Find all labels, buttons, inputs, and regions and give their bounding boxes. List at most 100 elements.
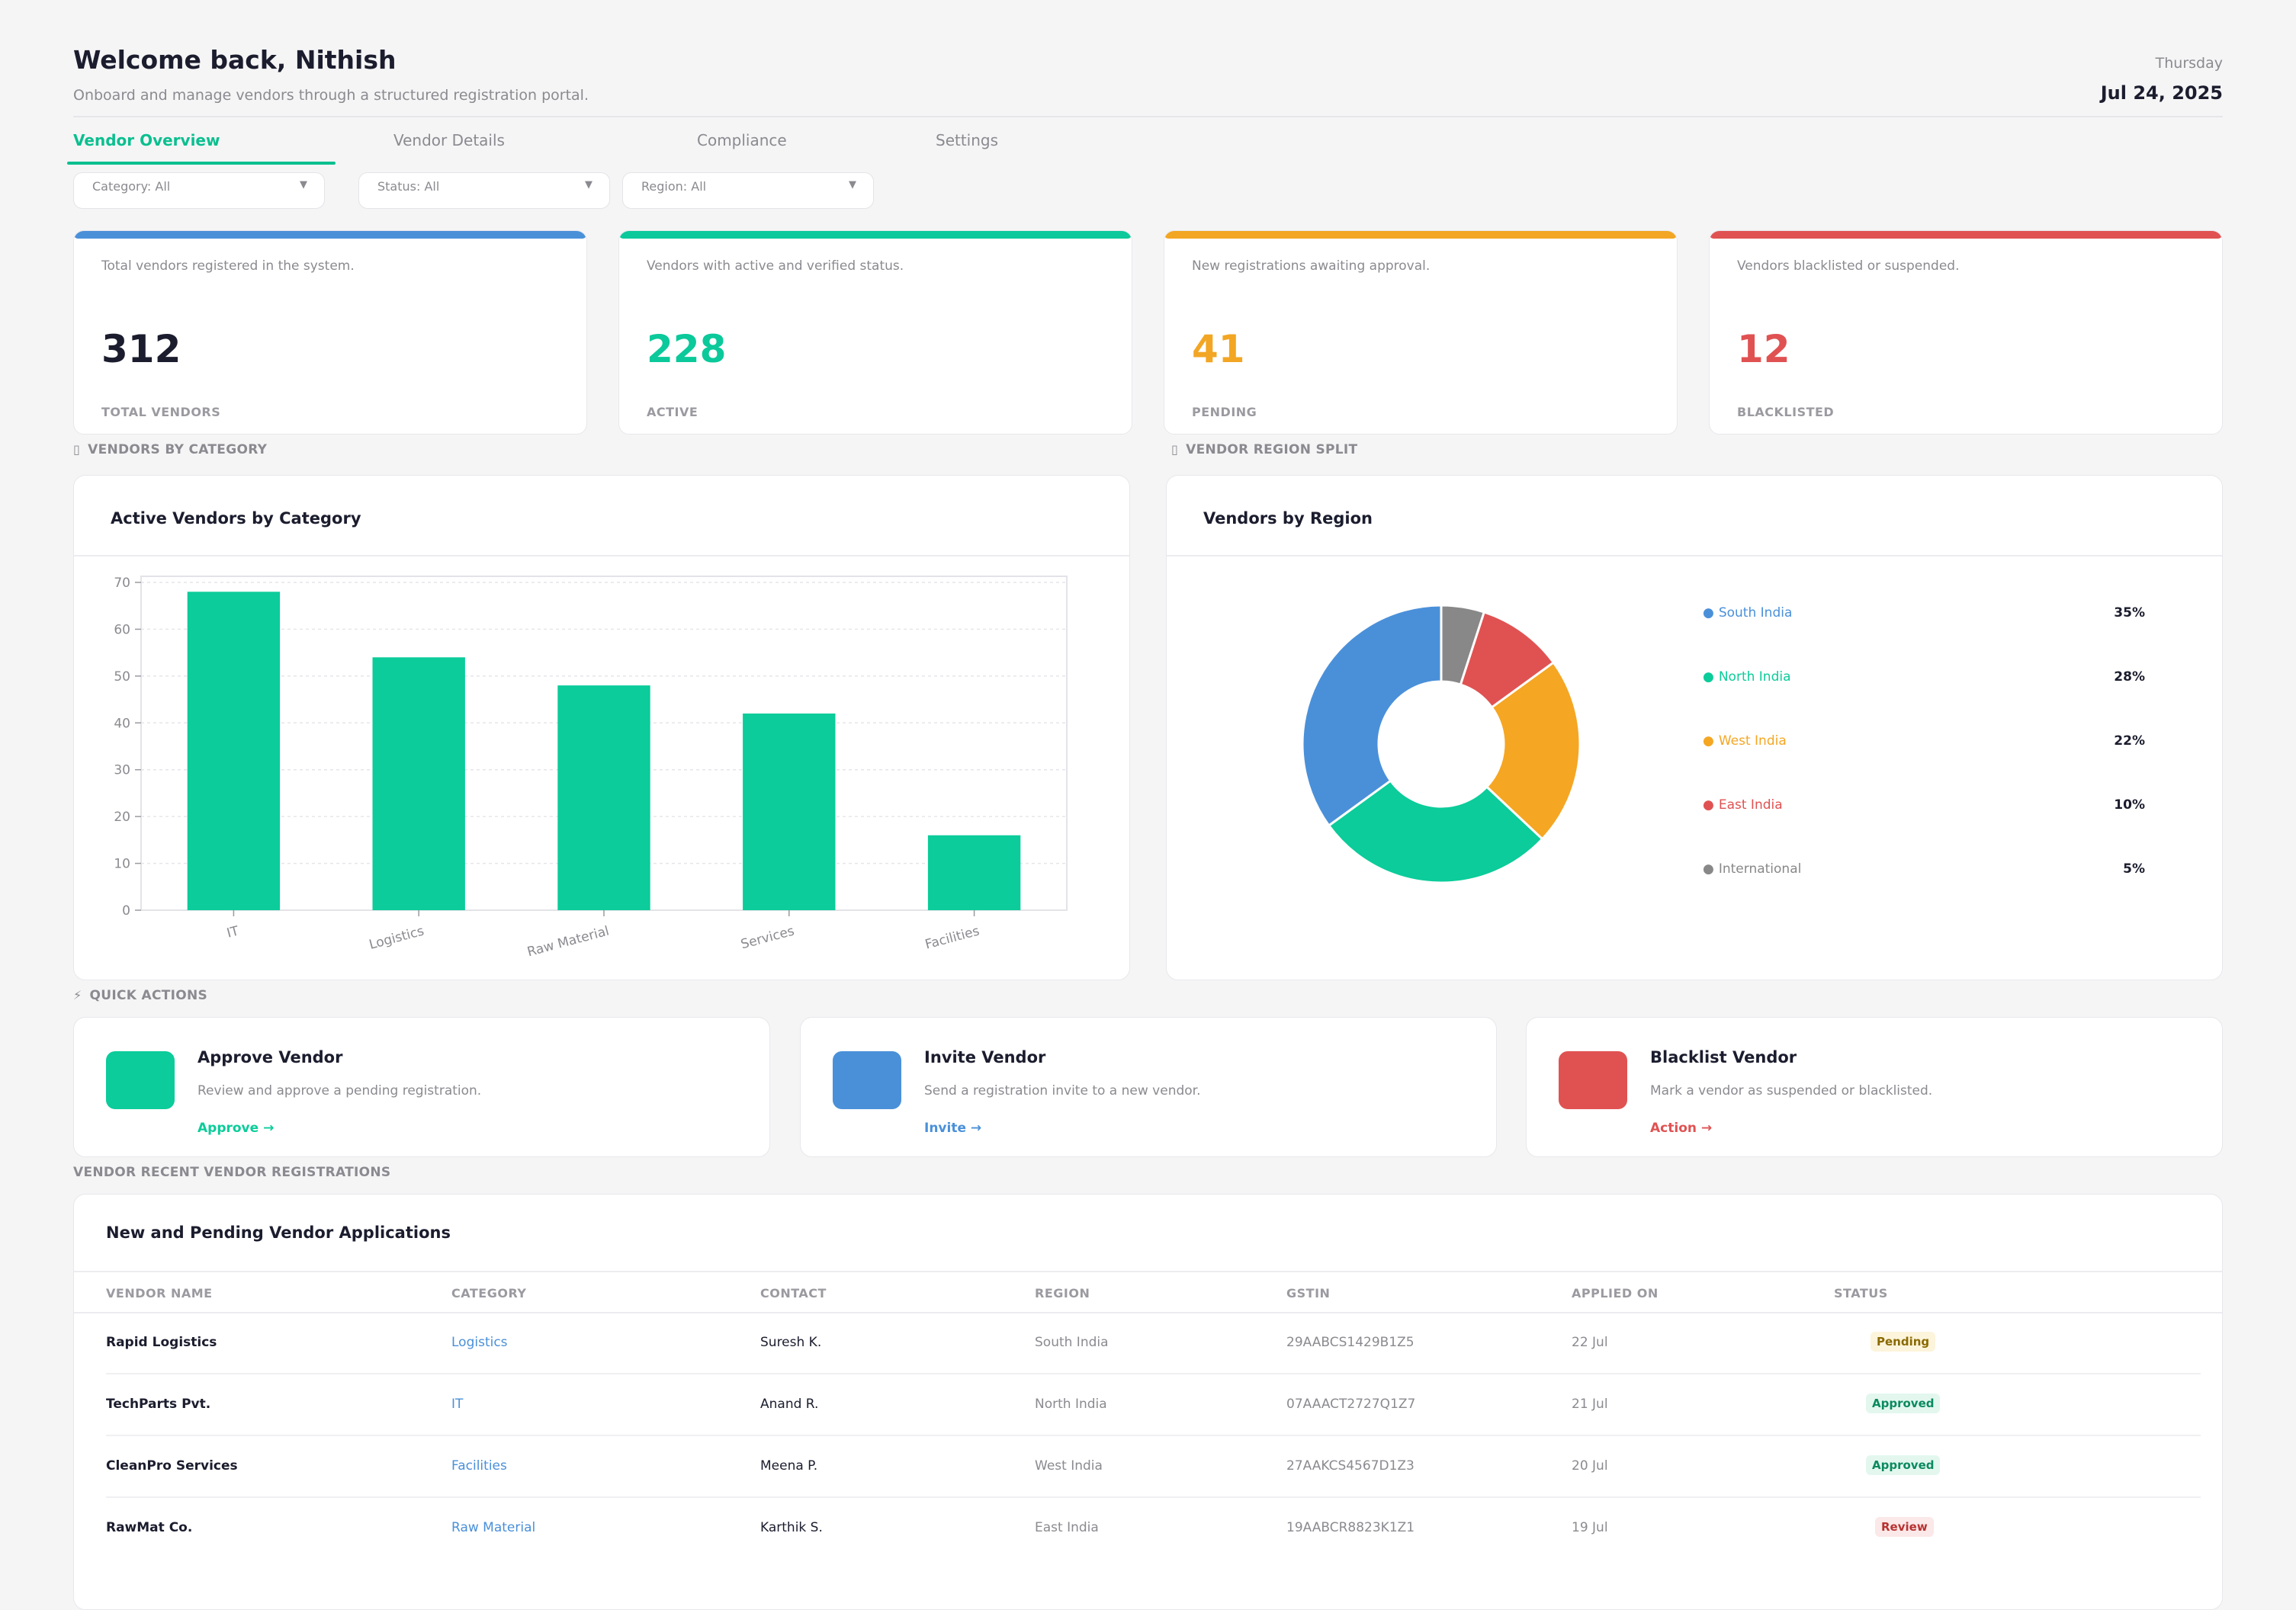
section-label-quick-actions: ⚡ QUICK ACTIONS [73,988,207,1003]
quick-action-approve[interactable]: Approve Vendor Review and approve a pend… [73,1017,770,1157]
row-divider [106,1496,2201,1498]
page-subtitle: Onboard and manage vendors through a str… [73,87,589,104]
welcome-title: Welcome back, Nithish [73,45,397,75]
vendor-category[interactable]: Logistics [451,1335,508,1350]
donut-slice [1301,604,1443,828]
section-label-text: QUICK ACTIONS [89,988,208,1003]
stat-cards: Total vendors registered in the system. … [73,230,2223,435]
section-label-region: ▯ VENDOR REGION SPLIT [1171,442,1357,457]
bar [187,592,281,910]
stat-accent-bar [74,231,586,239]
region-filter[interactable]: Region: All ▼ [622,172,874,209]
section-label-text: VENDOR REGION SPLIT [1186,442,1358,457]
panel-title: Vendors by Region [1203,509,1373,528]
tab-compliance[interactable]: Compliance [697,131,787,149]
legend-dot: ● [1703,733,1714,749]
tab-vendor-overview[interactable]: Vendor Overview [73,131,220,149]
legend-label: International [1718,861,1802,877]
legend-dot: ● [1703,669,1714,685]
pie-icon: ▯ [1171,442,1179,457]
vendor-category[interactable]: IT [451,1397,464,1412]
vendor-contact: Anand R. [760,1397,819,1412]
legend-percent: 22% [2114,733,2145,749]
stat-card-blacklisted: Vendors blacklisted or suspended. 12 BLA… [1709,230,2223,435]
y-tick-label: 70 [114,576,130,591]
x-tick-label: Facilities [923,923,981,952]
table-row[interactable]: Rapid Logistics Logistics Suresh K. Sout… [74,1313,2222,1374]
lightning-icon: ⚡ [73,988,82,1002]
vendor-name: RawMat Co. [106,1520,193,1535]
vendor-name: CleanPro Services [106,1458,238,1474]
stat-value: 228 [647,327,727,371]
y-tick-label: 20 [114,810,130,825]
legend-item-international: ● International 5% [1703,861,2145,884]
donut-slice [1440,604,1486,686]
vendor-category[interactable]: Facilities [451,1458,507,1474]
blacklist-link[interactable]: Action → [1650,1121,1713,1136]
bar [372,657,465,910]
header-divider [73,116,2223,117]
current-date: Jul 24, 2025 [2100,82,2223,104]
approve-link[interactable]: Approve → [197,1121,275,1136]
quick-action-title: Blacklist Vendor [1650,1048,1797,1066]
y-tick-label: 30 [114,763,130,778]
section-label-recent: VENDOR RECENT VENDOR REGISTRATIONS [73,1165,390,1180]
quick-action-desc: Send a registration invite to a new vend… [924,1083,1201,1098]
bar-chart-panel: Active Vendors by Category 0 10 20 30 40 50 60… [73,475,1130,980]
vendor-gstin: 19AABCR8823K1Z1 [1286,1520,1415,1535]
pie-chart-panel: Vendors by Region ● South India 35% ● Nort… [1166,475,2223,980]
column-header-contact: CONTACT [760,1286,827,1301]
quick-action-title: Approve Vendor [197,1048,343,1066]
vendor-category[interactable]: Raw Material [451,1520,536,1535]
stat-description: Vendors with active and verified status. [647,258,904,274]
vendor-name: Rapid Logistics [106,1335,217,1350]
category-filter[interactable]: Category: All ▼ [73,172,325,209]
legend-dot: ● [1703,861,1714,877]
x-tick-label: Logistics [368,923,425,952]
stat-accent-bar [1710,231,2222,239]
vendor-region: West India [1035,1458,1103,1474]
invite-link[interactable]: Invite → [924,1121,982,1136]
vendor-gstin: 27AAKCS4567D1Z3 [1286,1458,1415,1474]
quick-action-invite[interactable]: Invite Vendor Send a registration invite… [800,1017,1497,1157]
column-header-vendor-name: VENDOR NAME [106,1286,213,1301]
weekday: Thursday [2155,55,2223,72]
stat-label: TOTAL VENDORS [101,405,221,419]
table-row[interactable]: CleanPro Services Facilities Meena P. We… [74,1437,2222,1498]
tab-bar: Vendor Overview Vendor Details Complianc… [67,131,2223,177]
y-tick-label: 40 [114,716,130,731]
page-header: Welcome back, Nithish Onboard and manage… [73,44,2223,117]
y-tick-label: 50 [114,669,130,685]
legend-dot: ● [1703,797,1714,813]
column-header-applied-on: APPLIED ON [1572,1286,1659,1301]
table-title: New and Pending Vendor Applications [106,1224,451,1242]
status-filter[interactable]: Status: All ▼ [358,172,610,209]
stat-description: Vendors blacklisted or suspended. [1737,258,1960,274]
table-divider [74,1271,2222,1272]
vendor-applied-on: 22 Jul [1572,1335,1608,1350]
status-badge: Approved [1866,1394,1941,1413]
vendor-contact: Meena P. [760,1458,818,1474]
column-header-gstin: GSTIN [1286,1286,1331,1301]
panel-divider [1167,555,2222,556]
chevron-down-icon: ▼ [585,179,592,191]
dashboard: Welcome back, Nithish Onboard and manage… [67,44,2223,1610]
region-filter-label: Region: All [641,179,707,194]
legend-item-south-india: ● South India 35% [1703,605,2145,628]
tab-settings[interactable]: Settings [936,131,999,149]
y-tick-label: 60 [114,622,130,637]
legend-label: North India [1718,669,1791,685]
tab-vendor-details[interactable]: Vendor Details [393,131,505,149]
y-tick-label: 0 [122,903,130,919]
x-tick-label: Services [739,923,796,952]
table-row[interactable]: RawMat Co. Raw Material Karthik S. East … [74,1499,2222,1560]
quick-action-blacklist[interactable]: Blacklist Vendor Mark a vendor as suspen… [1526,1017,2223,1157]
chart-icon: ▯ [73,442,81,457]
donut-chart [1301,604,1582,884]
donut-slice [1485,660,1582,841]
legend-percent: 28% [2114,669,2145,685]
vendor-applied-on: 19 Jul [1572,1520,1608,1535]
row-divider [106,1373,2201,1374]
table-row[interactable]: TechParts Pvt. IT Anand R. North India 0… [74,1375,2222,1436]
status-badge: Review [1875,1517,1934,1537]
